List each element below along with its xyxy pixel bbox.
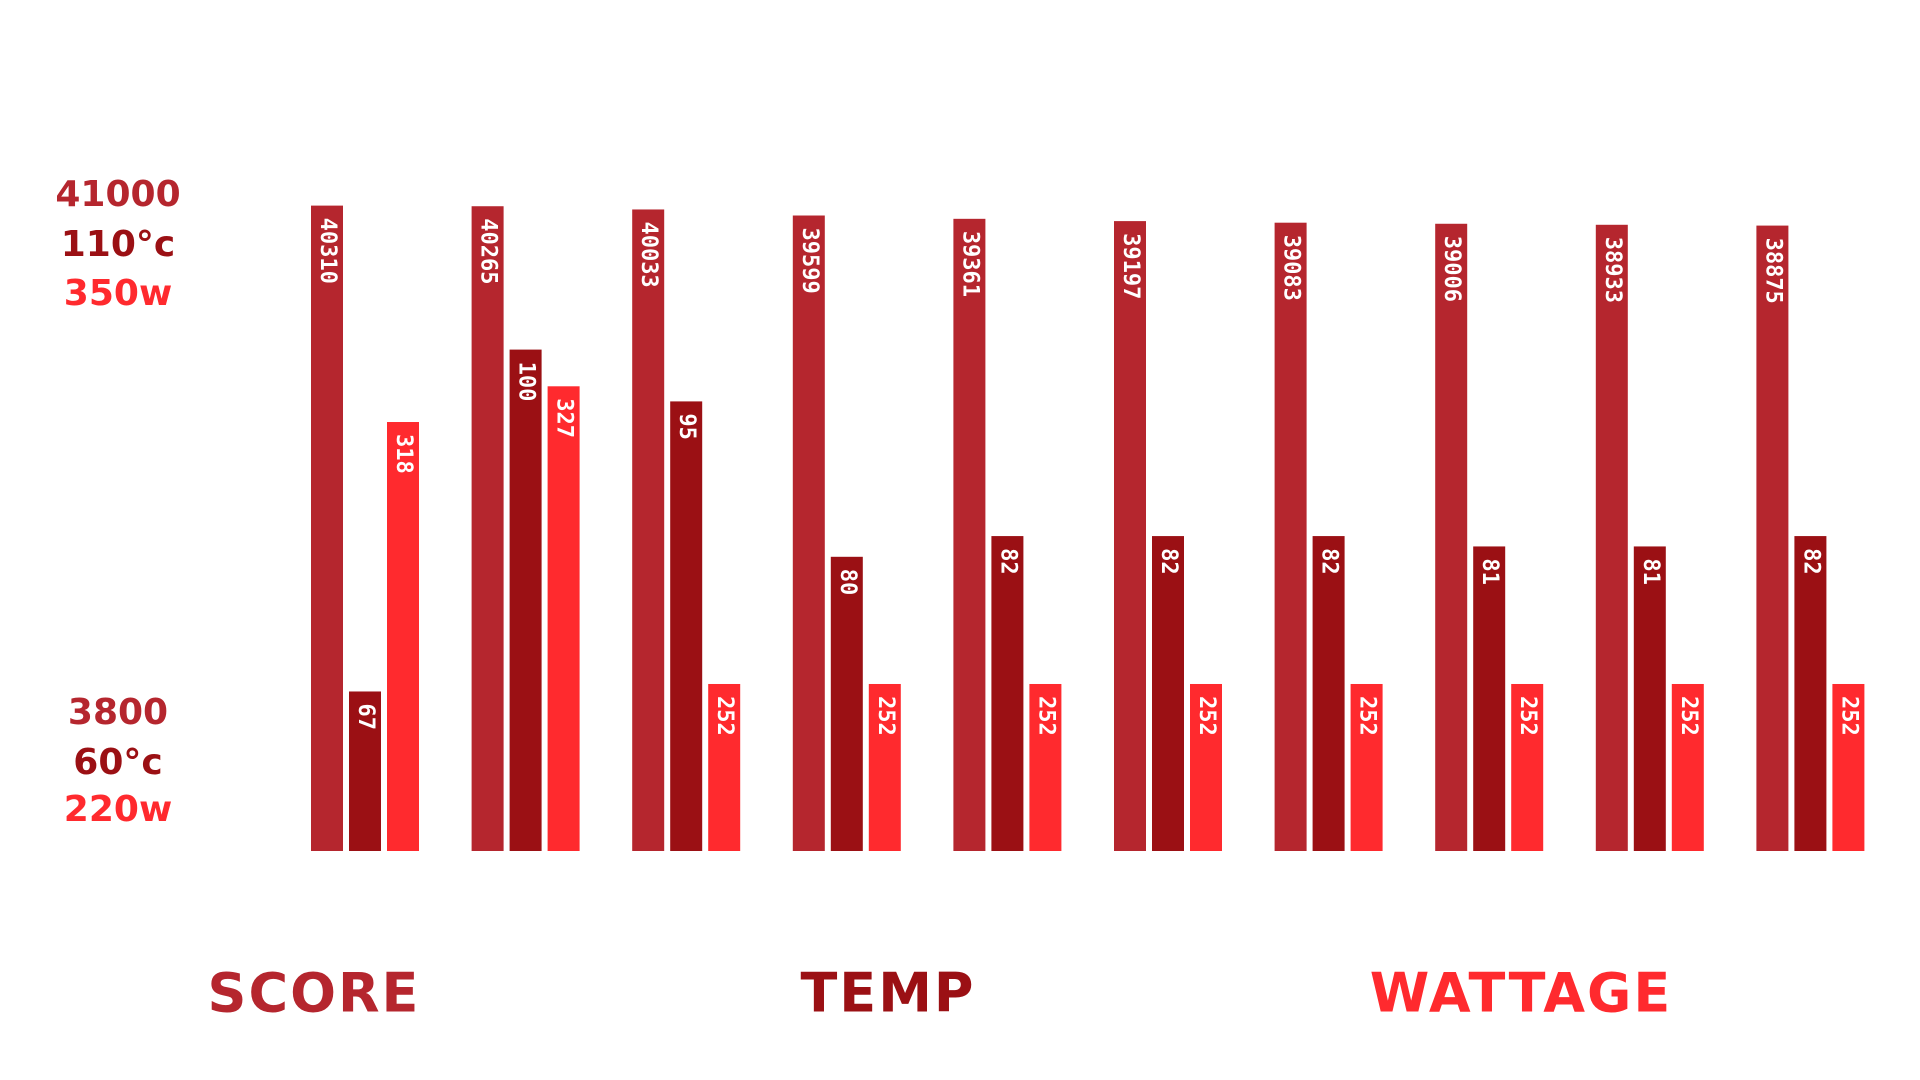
bar xyxy=(1511,683,1544,851)
legend-label: SCORE xyxy=(208,962,421,1025)
bar xyxy=(1114,221,1146,851)
value-label: 252 xyxy=(1836,696,1861,736)
bar xyxy=(1595,224,1628,852)
y-tick-label: 3800 xyxy=(68,692,168,733)
value-label: 252 xyxy=(1033,696,1058,736)
y-tick-label: 350w xyxy=(64,273,172,314)
bar xyxy=(1190,683,1222,851)
value-label: 327 xyxy=(552,398,577,438)
value-label: 38875 xyxy=(1760,238,1785,304)
value-label: 39006 xyxy=(1439,236,1464,302)
value-label: 39083 xyxy=(1279,235,1304,301)
bar xyxy=(1152,536,1184,851)
value-label: 40310 xyxy=(315,218,340,284)
value-label: 100 xyxy=(514,362,539,402)
value-label: 81 xyxy=(1477,558,1502,585)
value-label: 82 xyxy=(995,548,1020,575)
value-label: 40265 xyxy=(476,218,501,284)
bar xyxy=(1832,683,1865,851)
legend-label: TEMP xyxy=(800,962,975,1025)
y-tick-label: 60°c xyxy=(73,742,162,783)
bar xyxy=(991,536,1024,851)
value-label: 80 xyxy=(835,569,860,596)
bar xyxy=(311,205,343,852)
value-label: 82 xyxy=(1798,548,1823,575)
y-tick-label: 220w xyxy=(64,789,172,830)
bar xyxy=(632,209,665,851)
bar xyxy=(708,683,741,851)
value-label: 38933 xyxy=(1600,237,1625,303)
value-label: 81 xyxy=(1638,558,1663,585)
bar xyxy=(1473,546,1506,851)
bar xyxy=(1794,536,1827,851)
value-label: 252 xyxy=(1355,696,1380,736)
value-label: 82 xyxy=(1156,548,1181,575)
bar xyxy=(670,401,703,851)
value-label: 252 xyxy=(1515,696,1540,736)
y-tick-label: 41000 xyxy=(55,174,180,215)
value-label: 82 xyxy=(1317,548,1342,575)
bar xyxy=(1274,222,1307,851)
bar xyxy=(349,691,381,851)
bar xyxy=(471,206,504,851)
bar xyxy=(1435,223,1468,851)
value-label: 67 xyxy=(353,703,378,730)
bar xyxy=(1756,225,1789,851)
bar xyxy=(547,386,580,851)
value-label: 39197 xyxy=(1118,233,1143,299)
bar xyxy=(792,215,825,851)
bar xyxy=(830,556,863,851)
value-label: 252 xyxy=(1676,696,1701,736)
bar xyxy=(1312,536,1345,851)
value-label: 40033 xyxy=(636,221,661,287)
y-tick-label: 110°c xyxy=(61,224,176,265)
value-label: 318 xyxy=(391,434,416,474)
legend-label: WATTAGE xyxy=(1370,962,1672,1025)
bar xyxy=(1029,683,1062,851)
value-label: 39599 xyxy=(797,228,822,294)
bar xyxy=(1350,683,1383,851)
bar xyxy=(1633,546,1666,851)
bar xyxy=(868,683,901,851)
value-label: 39361 xyxy=(957,231,982,297)
value-label: 252 xyxy=(1194,696,1219,736)
bar xyxy=(509,349,542,851)
value-label: 95 xyxy=(674,413,699,440)
value-label: 252 xyxy=(873,696,898,736)
bar xyxy=(953,218,986,851)
value-label: 252 xyxy=(712,696,737,736)
bar xyxy=(1671,683,1704,851)
bar xyxy=(387,422,419,851)
